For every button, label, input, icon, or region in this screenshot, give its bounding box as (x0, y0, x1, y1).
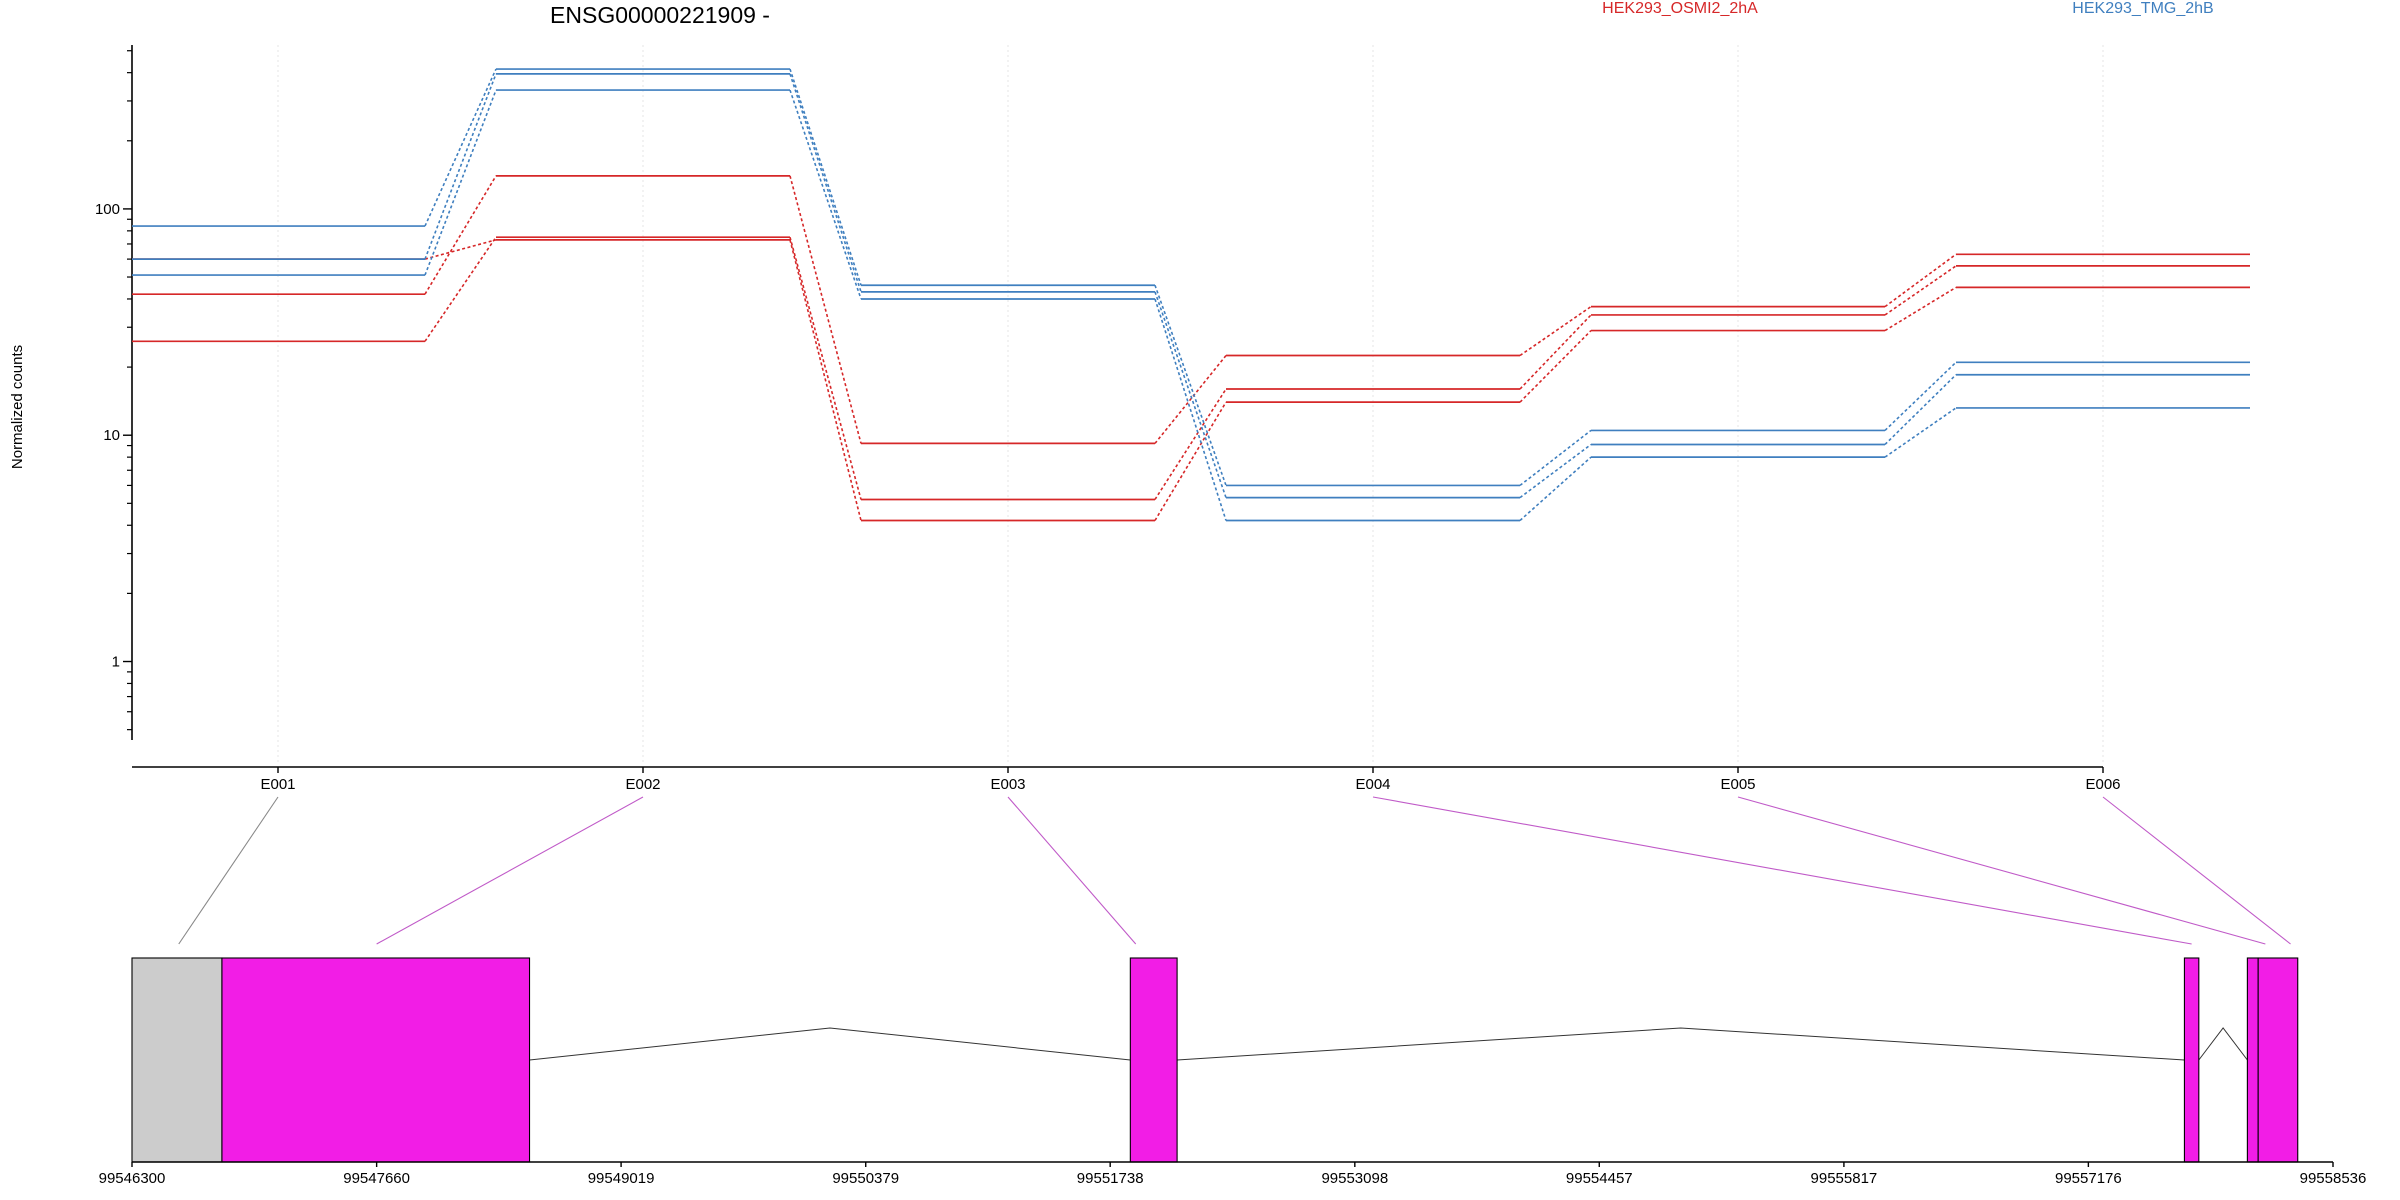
intron-4 (2198, 1027, 2248, 1061)
series-tmg-5-connector-5 (1884, 374, 1957, 446)
intron-2 (529, 1027, 1131, 1061)
series-osmi-2 (132, 236, 2250, 501)
exon-2 (221, 957, 531, 1163)
x-axis: E001 E002 E003 E004 E005 E006 (132, 766, 2121, 793)
series-osmi-1-connector-1 (424, 175, 497, 295)
series-tmg-6-connector-4 (1519, 456, 1592, 522)
series-tmg-6-connector-3 (1154, 298, 1227, 521)
series-tmg-5-connector-2 (789, 73, 862, 293)
series-osmi-2-connector-1 (424, 236, 497, 342)
link-e005 (1737, 796, 2266, 945)
coordinate-label-3: 99549019 (588, 1170, 655, 1187)
series-osmi-3-connector-2 (789, 239, 862, 521)
series-tmg-6-connector-5 (1884, 407, 1957, 458)
coordinate-label-5: 99551738 (1077, 1170, 1144, 1187)
exon-3 (1129, 957, 1178, 1163)
series-tmg-6-connector-2 (789, 89, 862, 300)
series-osmi-2-connector-2 (789, 236, 862, 500)
series-tmg-5-connector-1 (424, 73, 497, 260)
series-tmg-4-connector-4 (1519, 429, 1592, 487)
chart-title: ENSG00000221909 - (550, 2, 770, 28)
series-osmi-1-connector-3 (1154, 355, 1227, 444)
series-osmi-3 (132, 238, 2250, 522)
exon-bin-links (178, 796, 2291, 945)
series-osmi-2-connector-4 (1519, 314, 1592, 390)
y-axis: 1 10 100 (95, 45, 133, 740)
legend-osmi: HEK293_OSMI2_2hA (1602, 0, 1758, 17)
y-tick-label-100: 100 (95, 201, 120, 218)
series-tmg-6-connector-1 (424, 89, 497, 276)
series-osmi-2-connector-5 (1884, 265, 1957, 316)
vertical-grid (277, 45, 2104, 765)
exon-5 (2246, 957, 2259, 1163)
coordinate-label-9: 99557176 (2055, 1170, 2122, 1187)
series-osmi-3-connector-4 (1519, 330, 1592, 403)
y-tick-label-1: 1 (112, 654, 120, 671)
exon-1 (131, 957, 223, 1163)
series-tmg-5 (132, 73, 2250, 499)
series-osmi-2-connector-3 (1154, 388, 1227, 500)
coordinate-label-10: 99558536 (2300, 1170, 2367, 1187)
series-osmi-3-connector-1 (424, 239, 497, 260)
series-osmi-1-connector-5 (1884, 253, 1957, 308)
legend-tmg: HEK293_TMG_2hB (2072, 0, 2213, 17)
x-tick-label-e002: E002 (625, 776, 660, 793)
x-tick-label-e001: E001 (260, 776, 295, 793)
series-osmi-3-connector-5 (1884, 286, 1957, 332)
coordinate-label-6: 99553098 (1321, 1170, 1388, 1187)
link-e002 (376, 796, 644, 945)
series-tmg-4-connector-2 (789, 68, 862, 286)
link-e004 (1372, 796, 2192, 945)
x-tick-label-e003: E003 (990, 776, 1025, 793)
series-tmg-4-connector-1 (424, 68, 497, 227)
coordinate-label-2: 99547660 (343, 1170, 410, 1187)
link-e006 (2102, 796, 2291, 945)
series-lines (132, 68, 2250, 522)
coordinate-label-1: 99546300 (99, 1170, 166, 1187)
y-tick-label-10: 10 (103, 427, 120, 444)
coordinate-label-8: 99555817 (1811, 1170, 1878, 1187)
link-e003 (1007, 796, 1137, 945)
series-osmi-1-connector-4 (1519, 305, 1592, 357)
series-tmg-5-connector-4 (1519, 443, 1592, 499)
y-axis-label: Normalized counts (9, 345, 26, 469)
series-tmg-4-connector-3 (1154, 284, 1227, 486)
x-tick-label-e004: E004 (1355, 776, 1390, 793)
gene-model (131, 957, 2299, 1163)
series-tmg-6 (132, 89, 2250, 522)
exon-4 (2183, 957, 2200, 1163)
coordinate-label-7: 99554457 (1566, 1170, 1633, 1187)
series-tmg-5-connector-3 (1154, 291, 1227, 498)
series-osmi-1-connector-2 (789, 175, 862, 444)
exon-6 (2257, 957, 2299, 1163)
coordinate-label-4: 99550379 (832, 1170, 899, 1187)
series-tmg-4 (132, 68, 2250, 487)
series-osmi-3-connector-3 (1154, 401, 1227, 521)
x-tick-label-e005: E005 (1720, 776, 1755, 793)
link-e001 (178, 796, 279, 945)
intron-3 (1177, 1027, 2185, 1061)
x-tick-label-e006: E006 (2085, 776, 2120, 793)
series-osmi-1 (132, 174, 2250, 445)
coordinate-axis: 99546300 99547660 99549019 99550379 99551738… (99, 1161, 2367, 1187)
series-tmg-4-connector-5 (1884, 361, 1957, 431)
